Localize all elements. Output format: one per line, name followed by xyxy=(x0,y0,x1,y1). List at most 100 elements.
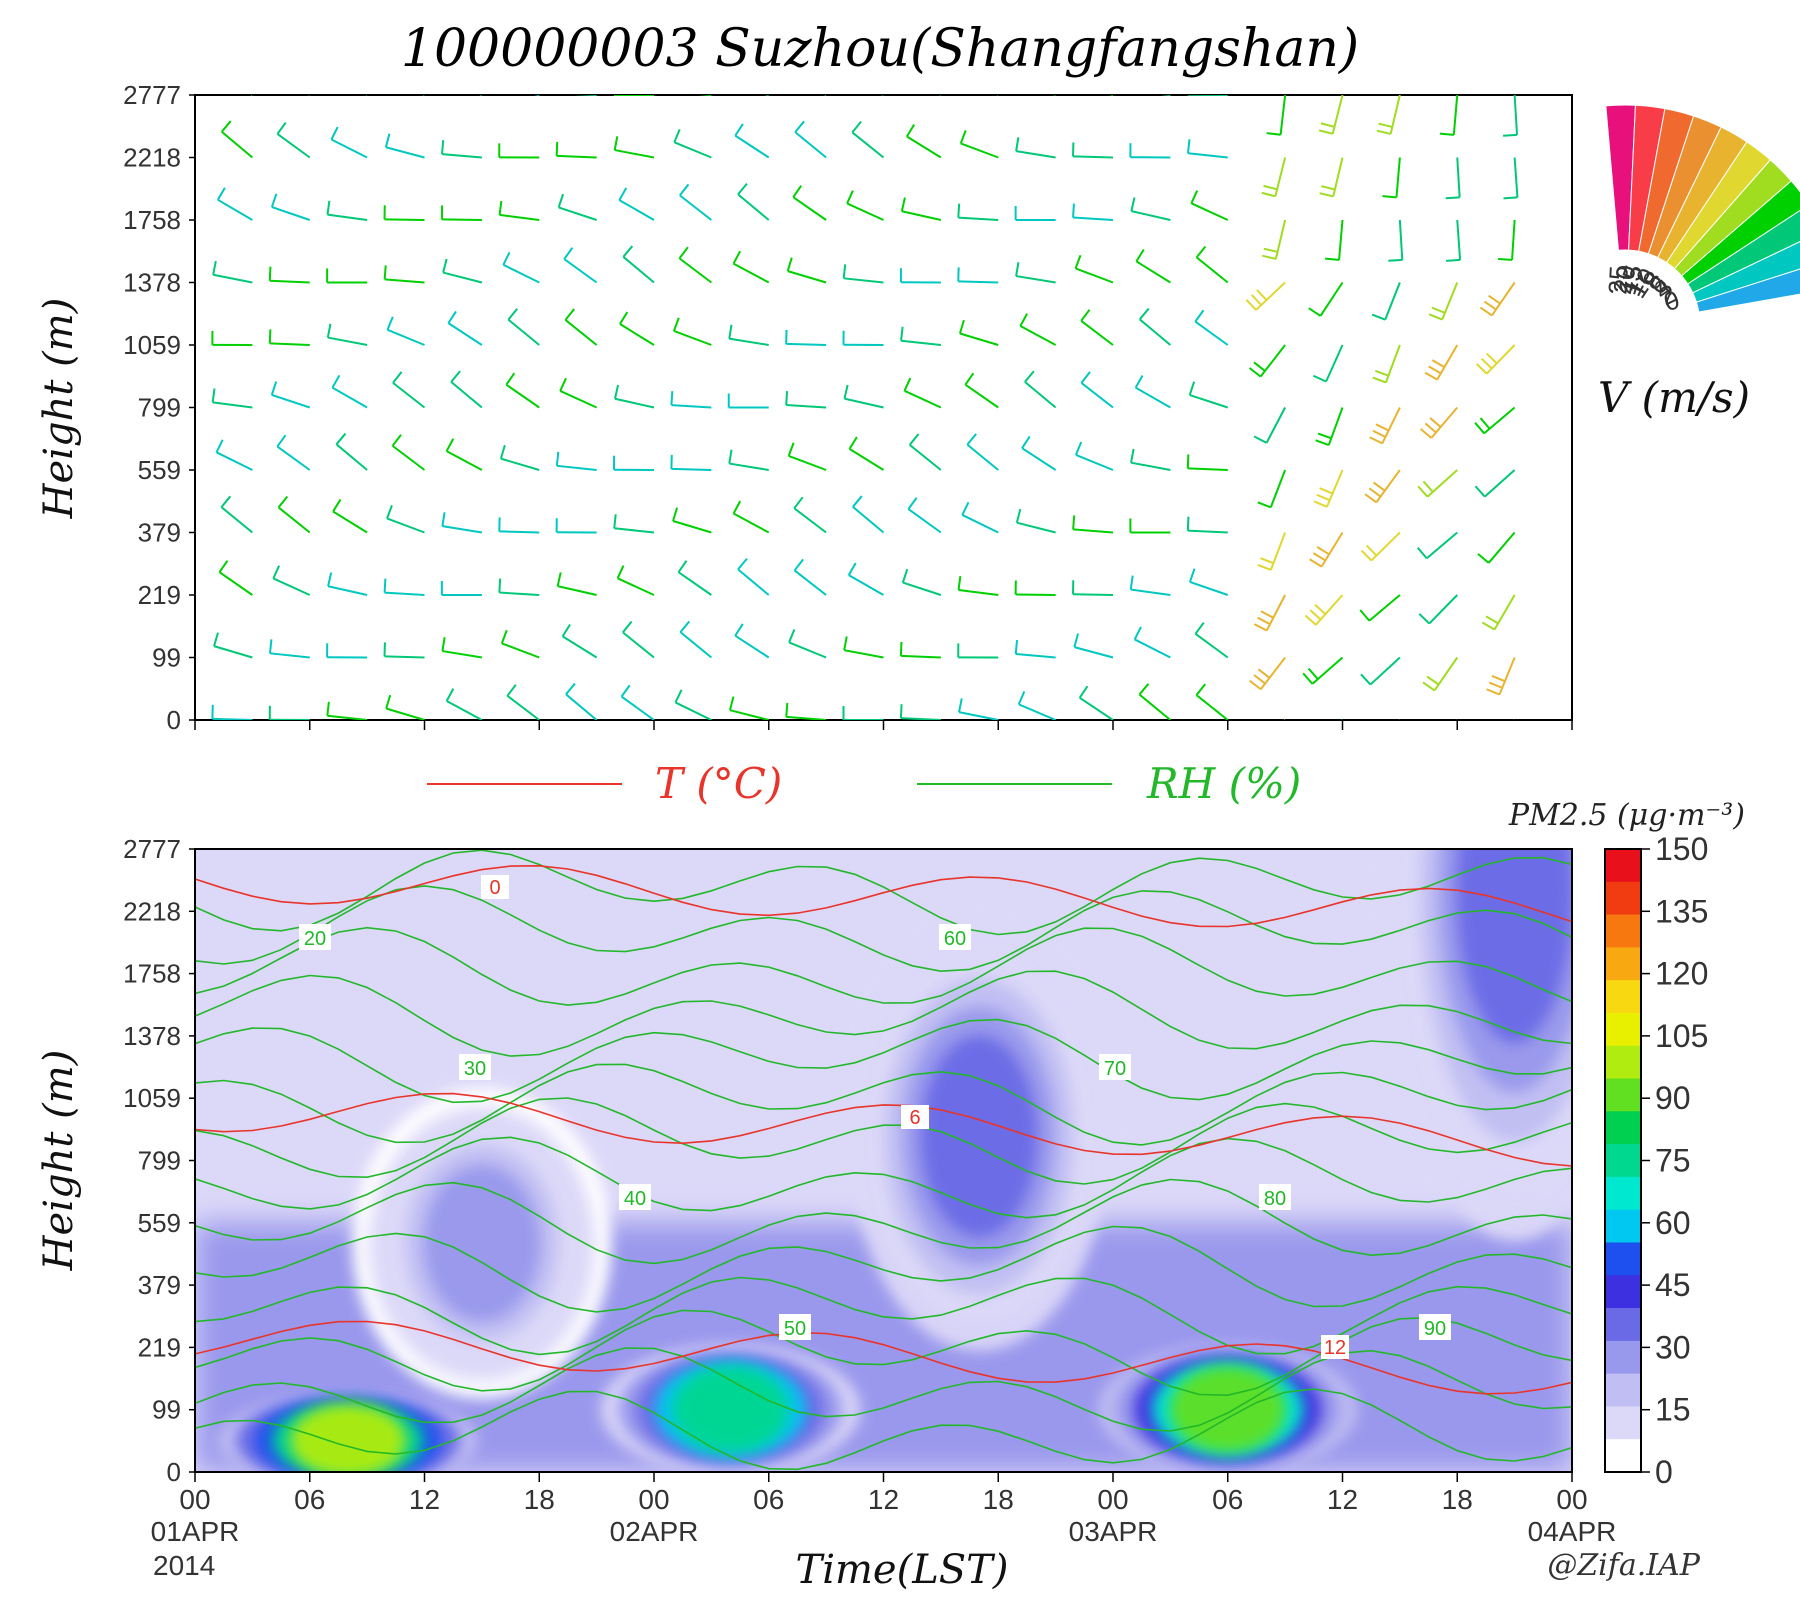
wind-barb-shaft xyxy=(1079,697,1114,720)
wind-barb-shaft xyxy=(1513,95,1519,135)
wind-barb-shaft xyxy=(673,330,712,346)
colorbar-swatch xyxy=(1605,947,1641,981)
wind-barb-feather xyxy=(1481,357,1493,370)
wind-legend-tick: 0 xyxy=(1660,284,1683,317)
wind-barb-shaft xyxy=(384,591,425,596)
rh-contour-label: 20 xyxy=(304,928,326,950)
colorbar-swatch xyxy=(1605,1308,1641,1342)
wind-barb-shaft xyxy=(848,574,884,596)
wind-barb-shaft xyxy=(1436,344,1459,381)
chart-title: 100000003 Suzhou(Shangfangshan) xyxy=(401,19,1359,79)
wind-barb-feather xyxy=(1075,441,1083,456)
wind-barb-shaft xyxy=(385,707,425,720)
wind-barb-feather xyxy=(619,311,629,325)
wind-legend-tick: 25 xyxy=(1602,265,1633,295)
wind-barb-shaft xyxy=(1195,256,1229,284)
x-tick-label: 00 xyxy=(1556,1484,1587,1515)
wind-barb-feather xyxy=(734,623,744,637)
temperature-contour xyxy=(195,864,1572,928)
wind-barb-shaft xyxy=(500,457,540,471)
wind-barb-shaft xyxy=(1016,521,1056,534)
wind-barb-feather xyxy=(1256,289,1268,301)
wind-barb-feather xyxy=(555,451,560,466)
y-tick-label: 0 xyxy=(167,1457,181,1487)
wind-barb-feather xyxy=(1428,313,1443,321)
wind-barb-feather xyxy=(272,565,281,579)
wind-barb-shaft xyxy=(272,577,311,596)
rh-label-box xyxy=(1099,1054,1131,1080)
rh-contour xyxy=(195,885,1572,973)
wind-barb-shaft xyxy=(622,631,655,659)
x-tick-label: 18 xyxy=(983,1484,1014,1515)
wind-barb-feather xyxy=(442,258,448,273)
rh-contour-lines xyxy=(195,849,1572,1471)
wind-barb-shaft xyxy=(678,257,712,284)
wind-barb-shaft xyxy=(1130,461,1171,471)
x-tick-label: 00 xyxy=(179,1484,210,1515)
y-tick-label: 559 xyxy=(138,455,181,485)
wind-barb-feather xyxy=(1475,363,1488,375)
wind-barb-feather xyxy=(1318,129,1333,135)
wind-barb-shaft xyxy=(501,642,540,659)
temperature-contour xyxy=(195,1092,1572,1167)
wind-barb-feather xyxy=(1388,258,1403,262)
wind-barb-shaft xyxy=(212,273,253,284)
wind-barb-feather xyxy=(1304,614,1317,626)
colorbar-swatch xyxy=(1605,881,1641,916)
wind-barb-feather xyxy=(1017,691,1026,705)
wind-barb-shaft xyxy=(269,652,310,659)
wind-barb-shaft xyxy=(1274,157,1287,197)
wind-barb-shaft xyxy=(385,146,425,159)
colorbar-swatch xyxy=(1605,914,1641,948)
wind-axis-ticks: 2777 2218 1758 1378 1059 799 559 379 219 99 0 xyxy=(123,80,1573,735)
wind-barb-feather xyxy=(1261,191,1276,198)
wind-barb-shaft xyxy=(729,709,769,720)
rh-contour xyxy=(195,1178,1572,1265)
wind-barb-feather xyxy=(793,496,804,509)
wind-barb-shaft xyxy=(213,645,253,659)
wind-barb-shaft xyxy=(1319,281,1344,317)
x-axis-label: Time(LST) xyxy=(796,1547,1009,1593)
wind-barb-feather xyxy=(1195,245,1207,259)
y-tick-label: 1059 xyxy=(123,1083,181,1113)
wind-barb-feather xyxy=(1368,487,1382,498)
wind-barb-shaft xyxy=(327,336,368,346)
wind-barb-shaft xyxy=(1384,282,1401,321)
wind-barb-shaft xyxy=(788,641,827,659)
wind-barb-shaft xyxy=(335,443,368,471)
wind-barb-feather xyxy=(565,682,576,695)
wind-barb-shaft xyxy=(1484,469,1516,498)
wind-barb-feather xyxy=(156,700,158,714)
wind-barb-shaft xyxy=(673,141,712,159)
wind-barb-feather xyxy=(1445,196,1460,200)
wind-barb-feather xyxy=(1186,139,1191,154)
wind-barb-shaft xyxy=(1428,594,1458,625)
contour-labels: 0 6 12 20 30 40 50 60 70 80 90 xyxy=(299,875,1451,1359)
wind-barb-feather xyxy=(1431,744,1444,750)
wind-barb-shaft xyxy=(1398,219,1404,260)
wind-barb-feather xyxy=(391,434,402,447)
wind-barb-shaft xyxy=(392,382,426,409)
wind-barb-feather xyxy=(1360,673,1372,686)
wind-barb-feather xyxy=(905,124,916,138)
wind-barb-shaft xyxy=(1398,719,1400,720)
wind-barb-feather xyxy=(1314,604,1327,615)
wind-barb-shaft xyxy=(327,213,368,221)
wind-barb-feather xyxy=(847,562,857,576)
y-tick-label: 99 xyxy=(152,643,181,673)
wind-barb-shaft xyxy=(384,655,425,659)
wind-barb-feather xyxy=(843,636,848,651)
wind-barb-shaft xyxy=(1259,344,1286,378)
wind-barb-feather xyxy=(1488,294,1501,305)
wind-barb-shaft xyxy=(269,279,310,284)
wind-barb-feather xyxy=(1376,129,1391,135)
wind-barb-shaft xyxy=(499,530,540,534)
x-tick-label: 18 xyxy=(1442,1484,1473,1515)
wind-barb-feather xyxy=(848,436,858,450)
line-legend: T (°C) RH (%) xyxy=(427,759,1301,808)
wind-barb-feather xyxy=(218,560,229,573)
wind-barb-feather xyxy=(678,246,689,259)
wind-barb-feather xyxy=(737,557,748,571)
